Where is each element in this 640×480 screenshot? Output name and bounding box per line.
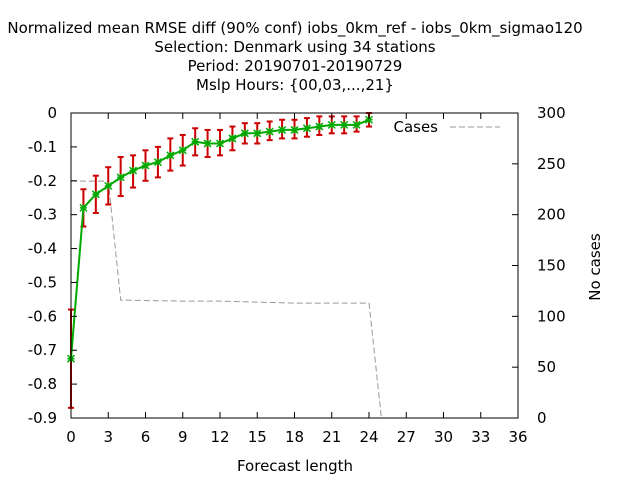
legend: Cases (393, 118, 500, 136)
data-point (116, 173, 125, 182)
data-point (79, 203, 88, 212)
x-tick-label: 36 (508, 428, 527, 446)
data-point (141, 161, 150, 170)
y-tick-label: 0 (47, 104, 57, 122)
data-point (278, 125, 287, 134)
y-tick-label: -0.6 (28, 307, 57, 325)
x-tick-label: 30 (434, 428, 453, 446)
x-tick-label: 33 (471, 428, 490, 446)
y-axis-left: 0 -0.1 -0.2 -0.3 -0.4 -0.5 -0.6 -0.7 -0.8 -0.9 (28, 104, 77, 427)
plot-frame (70, 112, 519, 419)
title-line-3: Period: 20190701-20190729 (188, 57, 403, 75)
y-tick-label: -0.8 (28, 375, 57, 393)
y2-tick-label: 300 (537, 104, 566, 122)
data-point (253, 129, 262, 138)
data-point (129, 166, 138, 175)
y-tick-label: -0.5 (28, 273, 57, 291)
data-point (153, 158, 162, 167)
data-point (191, 137, 200, 146)
title-line-1: Normalized mean RMSE diff (90% conf) iob… (7, 19, 582, 38)
x-tick-label: 3 (103, 428, 113, 446)
y-axis-right: 0 50 100 150 200 250 300 (512, 104, 566, 427)
data-point (178, 146, 187, 155)
x-tick-label: 0 (66, 428, 76, 446)
x-axis: 0 3 6 9 12 15 18 21 24 27 30 33 36 (66, 113, 528, 446)
x-axis-label: Forecast length (237, 457, 353, 475)
data-point (327, 120, 336, 129)
title-line-2: Selection: Denmark using 34 stations (154, 38, 435, 56)
cases-series-line (71, 180, 518, 419)
x-tick-label: 24 (359, 428, 378, 446)
y2-tick-label: 250 (537, 155, 566, 173)
legend-label: Cases (393, 118, 438, 136)
data-point (302, 124, 311, 133)
y2-tick-label: 50 (537, 358, 556, 376)
y-tick-label: -0.4 (28, 240, 57, 258)
data-point (91, 190, 100, 199)
y2-axis-label: No cases (586, 233, 604, 301)
chart-title: Normalized mean RMSE diff (90% conf) iob… (7, 19, 582, 94)
data-point (203, 139, 212, 148)
y2-tick-label: 100 (537, 307, 566, 325)
data-point (215, 139, 225, 148)
data-point (240, 129, 249, 138)
data-point (315, 122, 324, 131)
y-tick-label: -0.9 (28, 409, 57, 427)
x-tick-label: 12 (210, 428, 229, 446)
x-tick-label: 27 (397, 428, 416, 446)
plot-area (66, 112, 518, 419)
data-point (228, 134, 237, 143)
x-tick-label: 15 (248, 428, 267, 446)
y-tick-label: -0.1 (28, 138, 57, 156)
x-tick-label: 18 (285, 428, 304, 446)
x-tick-label: 21 (322, 428, 341, 446)
data-point (290, 125, 299, 134)
x-tick-label: 6 (141, 428, 151, 446)
y2-tick-label: 200 (537, 206, 566, 224)
y-tick-label: -0.7 (28, 341, 57, 359)
y-tick-label: -0.3 (28, 206, 57, 224)
data-point (104, 181, 113, 190)
y-tick-label: -0.2 (28, 172, 57, 190)
data-point (340, 120, 349, 129)
y2-tick-label: 0 (537, 409, 547, 427)
y2-tick-label: 150 (537, 257, 566, 275)
data-point (265, 127, 274, 136)
data-point (364, 115, 374, 124)
title-line-4: Mslp Hours: {00,03,...,21} (196, 76, 394, 94)
data-point (352, 120, 361, 129)
x-tick-label: 9 (178, 428, 188, 446)
data-point (166, 151, 175, 160)
